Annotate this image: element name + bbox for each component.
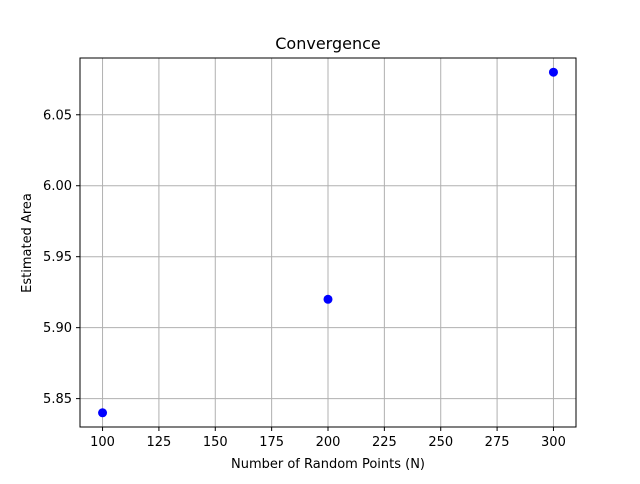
x-axis-label: Number of Random Points (N) xyxy=(231,457,425,472)
x-tick-label: 175 xyxy=(259,435,284,450)
grid-lines xyxy=(80,58,576,427)
x-axis-ticks: 100 125 150 175 200 225 250 275 300 xyxy=(90,427,566,450)
x-tick-label: 300 xyxy=(541,435,566,450)
y-tick-label: 6.00 xyxy=(43,179,72,194)
x-tick-label: 100 xyxy=(90,435,115,450)
x-tick-label: 200 xyxy=(316,435,341,450)
y-tick-label: 5.90 xyxy=(43,321,72,336)
chart-title: Convergence xyxy=(275,34,381,53)
y-axis-ticks: 5.85 5.90 5.95 6.00 6.05 xyxy=(43,108,80,407)
data-point xyxy=(98,408,108,418)
x-tick-label: 225 xyxy=(372,435,397,450)
y-tick-label: 5.85 xyxy=(43,392,72,407)
x-tick-label: 150 xyxy=(203,435,228,450)
x-tick-label: 125 xyxy=(146,435,171,450)
y-tick-label: 6.05 xyxy=(43,108,72,123)
data-point xyxy=(323,294,333,304)
data-points xyxy=(98,67,558,418)
data-point xyxy=(548,67,558,77)
y-axis-label: Estimated Area xyxy=(20,193,35,293)
y-tick-label: 5.95 xyxy=(43,250,72,265)
x-tick-label: 275 xyxy=(485,435,510,450)
x-tick-label: 250 xyxy=(428,435,453,450)
